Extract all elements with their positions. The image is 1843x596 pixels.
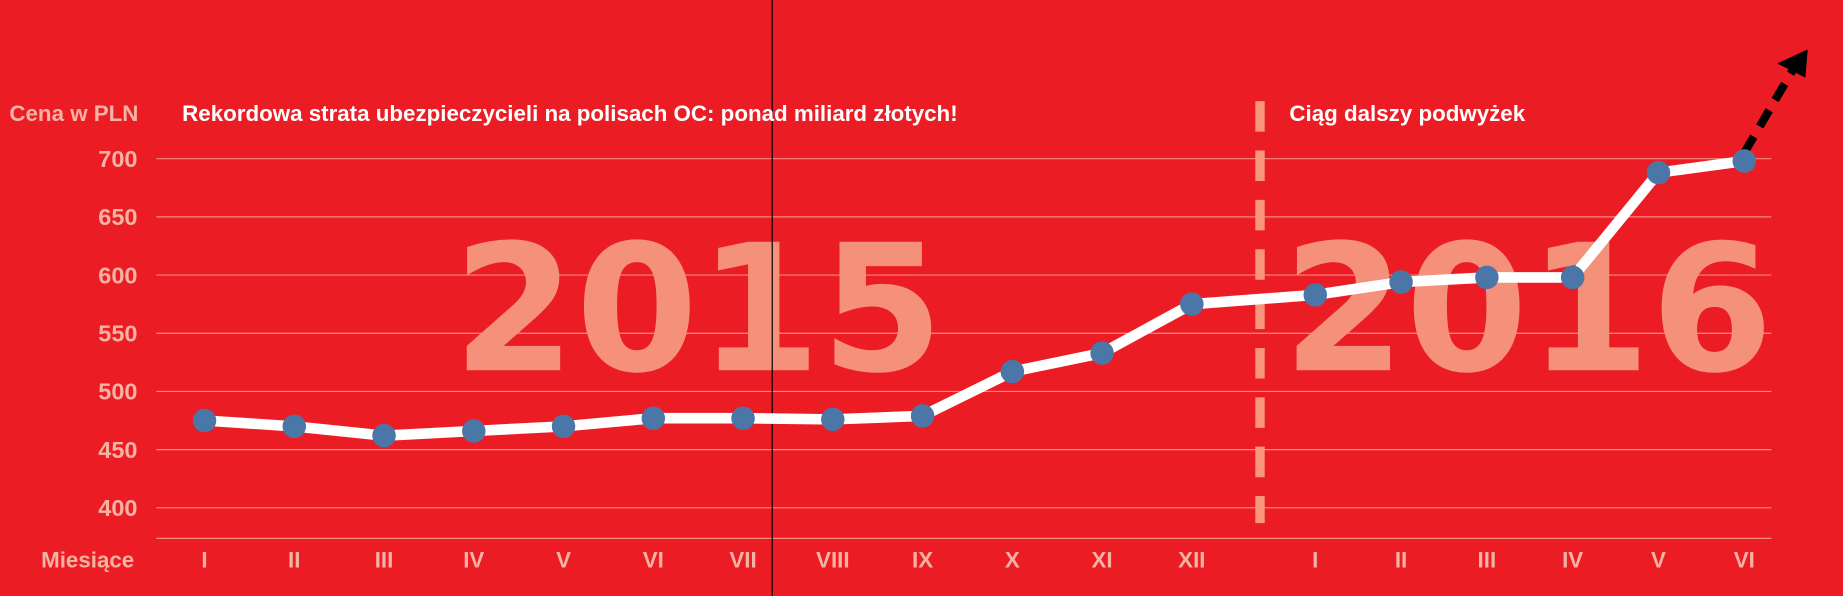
y-tick-label: 600 (98, 262, 137, 288)
data-point (1475, 265, 1499, 290)
chart-title: Rekordowa strata ubezpieczycieli na poli… (182, 101, 957, 126)
data-point (1646, 160, 1671, 185)
x-tick-label: III (375, 548, 394, 573)
data-point (462, 419, 486, 443)
x-tick-label: I (1312, 548, 1318, 573)
data-point (641, 406, 666, 430)
x-tick-label: IV (1562, 548, 1583, 573)
data-point (1303, 283, 1328, 307)
x-tick-label: II (1395, 548, 1407, 573)
plot: I II III IV V VI VII VIII IX X XI XII I II III IV V VI (192, 149, 1757, 573)
data-point (1000, 359, 1025, 384)
year-label: 2016 (1283, 206, 1774, 412)
data-point (372, 423, 396, 448)
data-point (1560, 265, 1585, 290)
y-tick-label: 450 (98, 437, 137, 463)
x-tick-label: V (556, 548, 571, 573)
data-point (1389, 270, 1413, 294)
trend-arrow (1740, 68, 1797, 155)
y-tick-label: 400 (98, 495, 137, 521)
x-tick-label: X (1005, 548, 1020, 573)
data-point (821, 407, 845, 432)
x-tick-label: IV (463, 548, 484, 573)
x-tick-label: II (288, 548, 300, 573)
chart-subtitle: Ciąg dalszy podwyżek (1289, 101, 1525, 126)
data-point (551, 414, 576, 439)
x-tick-label: VI (643, 548, 664, 573)
data-point (1180, 292, 1204, 316)
year-labels: 2015 2016 (453, 206, 1773, 412)
y-tick-label: 700 (98, 146, 137, 172)
series-line (204, 155, 1745, 441)
y-axis-label: Cena w PLN (9, 101, 138, 126)
data-point (910, 404, 935, 428)
y-tick-label: 650 (98, 204, 137, 230)
x-tick-label: IX (912, 548, 933, 573)
y-tick-label: 500 (98, 379, 137, 405)
data-point (192, 408, 217, 433)
x-tick-label: V (1651, 548, 1666, 573)
x-tick-label: XI (1092, 548, 1113, 573)
trend-arrow-head (1777, 49, 1808, 78)
data-point (282, 414, 307, 439)
x-axis-label: Miesiące (41, 548, 134, 573)
x-tick-label: VIII (816, 548, 850, 573)
x-tick-label: I (201, 548, 207, 573)
data-point (1090, 341, 1114, 365)
x-tick-label: VI (1734, 548, 1755, 573)
year-label: 2015 (453, 206, 944, 412)
x-tick-label: XII (1178, 548, 1205, 573)
data-point (1732, 149, 1757, 173)
y-tick-label: 550 (98, 320, 137, 346)
x-tick-label: III (1478, 548, 1497, 573)
data-point (731, 406, 755, 430)
x-tick-label: VII (729, 548, 756, 573)
